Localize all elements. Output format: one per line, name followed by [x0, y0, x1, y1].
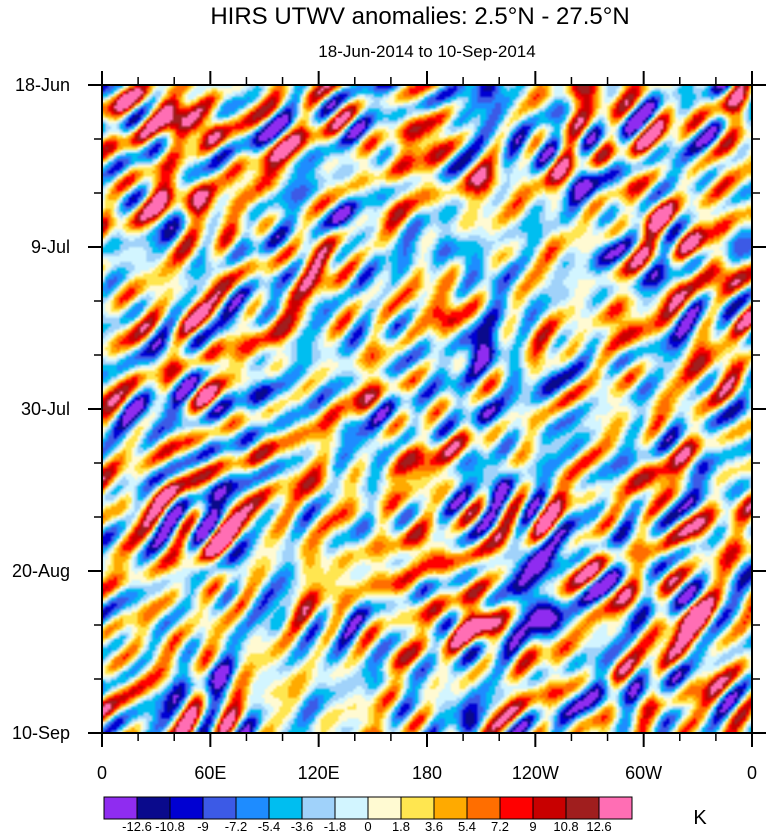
y-tick-label: 30-Jul	[21, 399, 70, 419]
y-tick-label: 10-Sep	[12, 723, 70, 743]
colorbar-level-label: 3.6	[425, 819, 443, 834]
colorbar-level-label: 10.8	[553, 819, 578, 834]
plot-area	[101, 84, 753, 734]
y-tick-label: 18-Jun	[15, 75, 70, 95]
colorbar-swatch	[169, 796, 204, 820]
colorbar-level-label: -7.2	[225, 819, 247, 834]
colorbar-level-label: 5.4	[458, 819, 476, 834]
colorbar-swatch	[433, 796, 468, 820]
colorbar-level-label: 9	[529, 819, 536, 834]
colorbar-unit-label: K	[693, 807, 707, 829]
colorbar-level-label: -5.4	[258, 819, 280, 834]
colorbar-level-label: -3.6	[291, 819, 313, 834]
x-axis: 0 60E 120E 180 120W 60W 0	[97, 71, 757, 783]
colorbar-level-label: -9	[197, 819, 209, 834]
y-tick-label: 20-Aug	[12, 561, 70, 581]
colorbar-swatch	[202, 796, 237, 820]
colorbar-swatch	[532, 796, 567, 820]
anomaly-field	[102, 85, 752, 733]
colorbar-level-label: 0	[364, 819, 371, 834]
colorbar-swatch	[136, 796, 171, 820]
x-tick-label: 60E	[194, 763, 226, 783]
colorbar-level-label: 1.8	[392, 819, 410, 834]
x-tick-label: 120W	[512, 763, 559, 783]
colorbar-level-label: -1.8	[324, 819, 346, 834]
colorbar-swatch	[235, 796, 270, 820]
colorbar-level-label: 12.6	[586, 819, 611, 834]
colorbar-swatch	[598, 796, 633, 820]
x-tick-label: 60W	[625, 763, 662, 783]
colorbar: -12.6 -10.8 -9 -7.2 -5.4 -3.6 -1.8 0 1.8 3.6 5.4 7.…	[103, 796, 633, 834]
y-tick-label: 9-Jul	[31, 237, 70, 257]
chart-title: HIRS UTWV anomalies: 2.5°N - 27.5°N	[210, 3, 629, 30]
colorbar-swatch	[400, 796, 435, 820]
x-tick-label: 0	[747, 763, 757, 783]
y-axis: 18-Jun 9-Jul 30-Jul 20-Aug 10-Sep	[12, 75, 766, 743]
colorbar-level-label: -10.8	[155, 819, 185, 834]
colorbar-swatch	[103, 796, 138, 820]
colorbar-swatch	[268, 796, 303, 820]
colorbar-swatch	[499, 796, 534, 820]
colorbar-swatch	[367, 796, 402, 820]
colorbar-level-label: 7.2	[491, 819, 509, 834]
chart-subtitle: 18-Jun-2014 to 10-Sep-2014	[318, 42, 535, 61]
x-tick-label: 0	[97, 763, 107, 783]
x-tick-label: 120E	[298, 763, 340, 783]
colorbar-swatch	[334, 796, 369, 820]
colorbar-swatch	[565, 796, 600, 820]
colorbar-swatch	[466, 796, 501, 820]
colorbar-swatch	[301, 796, 336, 820]
x-tick-label: 180	[412, 763, 442, 783]
colorbar-level-label: -12.6	[122, 819, 152, 834]
